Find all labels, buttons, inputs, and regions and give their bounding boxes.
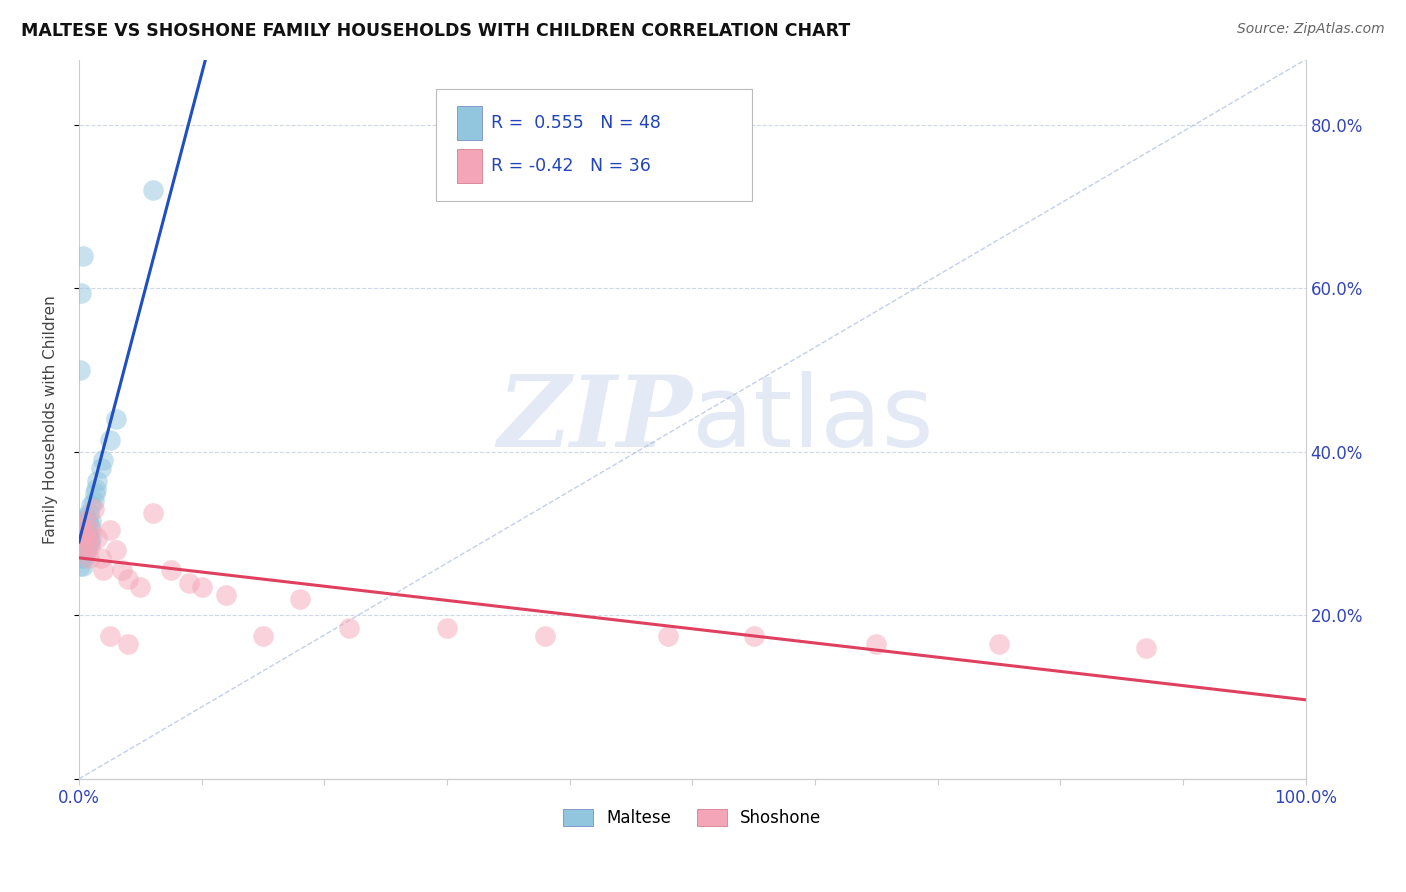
Point (86, 474, 108, 488)
Point (179, 575, 201, 590)
Point (73, 526, 96, 541)
Point (70, 515, 93, 529)
Point (73, 534, 96, 549)
Point (70, 551, 93, 566)
Point (160, 564, 183, 578)
Point (72, 526, 94, 541)
Point (129, 580, 152, 594)
Point (141, 183, 163, 197)
Point (104, 412, 127, 426)
Point (73, 543, 96, 558)
Point (75, 547, 97, 561)
Point (80, 515, 103, 529)
Point (742, 629, 765, 643)
Point (72, 547, 94, 561)
Point (93, 453, 115, 467)
Point (436, 621, 458, 635)
Point (534, 629, 557, 643)
Point (72, 515, 94, 529)
Point (70, 543, 93, 558)
Text: atlas: atlas (692, 371, 934, 467)
Point (79, 539, 101, 553)
Point (90, 461, 112, 475)
Point (75, 523, 97, 537)
Point (77, 506, 100, 520)
Point (252, 629, 274, 643)
Point (76, 526, 98, 541)
Point (98, 433, 121, 447)
Point (215, 588, 238, 602)
Point (76, 531, 98, 545)
Point (70, 518, 93, 533)
Point (70, 285, 93, 300)
Text: ZIP: ZIP (498, 371, 692, 467)
Point (69, 531, 91, 545)
Point (75, 510, 97, 524)
Point (90, 551, 112, 566)
Text: R =  0.555   N = 48: R = 0.555 N = 48 (491, 114, 661, 132)
Point (865, 637, 887, 651)
Point (75, 531, 97, 545)
Point (75, 518, 97, 533)
Point (69, 363, 91, 377)
Point (83, 485, 105, 500)
Point (190, 580, 212, 594)
Point (72, 531, 94, 545)
Point (80, 531, 103, 545)
Point (77, 531, 100, 545)
Text: R = -0.42   N = 36: R = -0.42 N = 36 (491, 157, 651, 175)
Point (657, 629, 679, 643)
Text: MALTESE VS SHOSHONE FAMILY HOUSEHOLDS WITH CHILDREN CORRELATION CHART: MALTESE VS SHOSHONE FAMILY HOUSEHOLDS WI… (21, 22, 851, 40)
Text: Source: ZipAtlas.com: Source: ZipAtlas.com (1237, 22, 1385, 37)
Point (76, 539, 98, 553)
Point (987, 637, 1010, 651)
Point (98, 629, 121, 643)
Point (288, 592, 311, 607)
Point (75, 515, 97, 529)
Point (337, 621, 360, 635)
Point (111, 564, 134, 578)
Point (86, 531, 108, 545)
Point (79, 534, 101, 549)
Point (79, 518, 101, 533)
Y-axis label: Family Households with Children: Family Households with Children (44, 295, 58, 543)
Point (80, 498, 103, 512)
Point (77, 551, 100, 566)
Point (69, 531, 91, 545)
Point (75, 543, 97, 558)
Point (72, 559, 94, 574)
Point (1135, 641, 1157, 656)
Point (80, 523, 103, 537)
Point (70, 526, 93, 541)
Point (75, 543, 97, 558)
Point (93, 564, 115, 578)
Point (72, 539, 94, 553)
Point (69, 518, 91, 533)
Point (84, 482, 107, 496)
Point (117, 637, 139, 651)
Point (117, 572, 139, 586)
Point (98, 523, 121, 537)
Point (69, 559, 91, 574)
Point (69, 539, 91, 553)
Point (104, 543, 127, 558)
Point (73, 551, 96, 566)
Point (72, 249, 94, 263)
Point (72, 539, 94, 553)
Legend: Maltese, Shoshone: Maltese, Shoshone (555, 800, 830, 835)
Point (83, 502, 105, 516)
Point (73, 523, 96, 537)
Point (70, 531, 93, 545)
Point (75, 534, 97, 549)
Point (76, 515, 98, 529)
Point (83, 494, 105, 508)
Point (141, 506, 163, 520)
